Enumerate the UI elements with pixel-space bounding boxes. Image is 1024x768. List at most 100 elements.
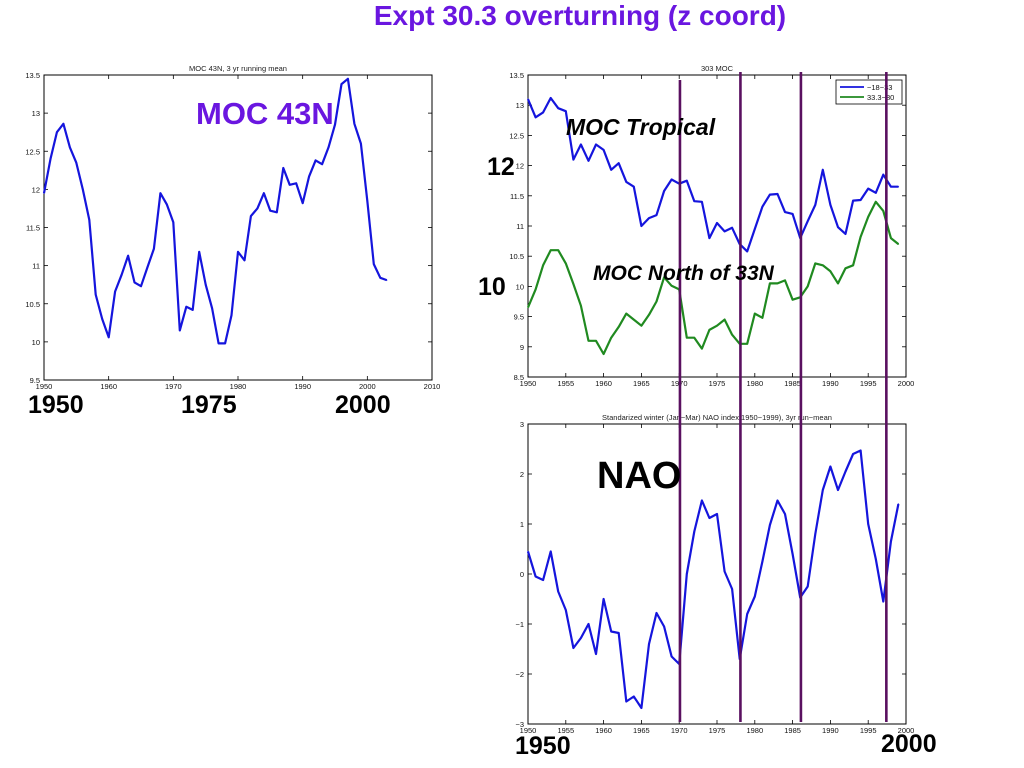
moc303-data-point [603, 149, 605, 151]
nao-data-point [716, 513, 718, 515]
moc303-data-point [587, 160, 590, 162]
moc303-data-point [852, 200, 854, 202]
moc303-ytick-label: 9.5 [514, 313, 524, 322]
moc303-data-point [633, 186, 635, 188]
moc303-xtick-label: 1980 [746, 379, 763, 388]
nao-axes-frame [527, 423, 907, 725]
moc43n-data-point [108, 336, 110, 338]
moc303-data-point [610, 337, 612, 339]
moc43n-data-point [69, 146, 71, 149]
moc303-data-point [693, 200, 695, 202]
moc303-data-point [618, 326, 620, 328]
moc43n-data-point [88, 219, 90, 221]
moc303-data-point [890, 237, 892, 239]
moc43n-data-point [95, 294, 97, 296]
moc43n-series-line-1 [42, 77, 388, 345]
moc43n-data-point [379, 277, 381, 279]
moc303-data-point [897, 186, 900, 188]
moc303-data-point [527, 306, 529, 309]
moc43n-data-point [166, 204, 168, 206]
moc43n-data-point [133, 281, 136, 283]
moc303-ytick-label: 13.5 [509, 71, 524, 80]
moc303-chart: 303 MOC195019551960196519701975198019851… [509, 64, 914, 388]
moc303-data-point [844, 233, 847, 235]
nao-data-point [867, 523, 869, 525]
nao-data-point [814, 533, 816, 535]
moc303-data-point [882, 174, 884, 176]
moc43n-data-point [327, 146, 330, 149]
nao-data-point [693, 530, 695, 533]
moc43n-xtick-label: 1980 [230, 382, 247, 391]
moc303-ytick-label: 11 [516, 222, 524, 231]
moc303-data-point [754, 228, 756, 230]
moc303-data-point [663, 276, 665, 278]
moc303-data-point [686, 180, 688, 182]
moc303-data-point [716, 222, 718, 224]
moc303-data-point [693, 337, 695, 339]
moc303-data-point [550, 97, 552, 99]
moc43n-data-point [308, 175, 310, 178]
moc303-data-point [822, 264, 824, 266]
nao-data-point [754, 595, 756, 598]
moc43n-data-point [43, 192, 45, 194]
nao-data-point [640, 707, 643, 709]
nao-data-point [807, 585, 809, 588]
moc303-data-point [769, 282, 771, 284]
moc303-data-point [814, 204, 816, 206]
moc43n-data-point [315, 159, 317, 161]
moc43n-data-point [172, 221, 174, 223]
moc303-ytick-label: 12 [516, 162, 524, 171]
nao-data-point [550, 550, 552, 553]
moc303-data-point [746, 250, 748, 252]
moc43n-data-point [263, 192, 265, 194]
nao-data-point [580, 637, 582, 639]
nao-ytick-label: 3 [520, 420, 524, 429]
nao-data-point [761, 560, 763, 563]
nao-data-point [648, 643, 650, 645]
moc303-ytick-label: 12.5 [509, 131, 524, 140]
moc303-data-point [723, 319, 726, 321]
nao-data-point [731, 588, 733, 590]
moc43n-data-point [289, 184, 291, 186]
moc303-data-point [860, 236, 862, 238]
nao-data-point [746, 613, 748, 615]
moc303-data-point [829, 270, 832, 272]
nao-data-point [587, 623, 590, 625]
moc43n-data-point [360, 143, 362, 145]
value-10-annotation: 10 [478, 273, 506, 301]
moc303-data-point [663, 190, 665, 192]
nao-data-point [534, 575, 537, 578]
moc303-xtick-label: 1965 [633, 379, 650, 388]
moc303-data-point [852, 264, 854, 266]
moc303-xtick-label: 1960 [595, 379, 612, 388]
nao-xtick-label: 1950 [520, 726, 537, 735]
moc303-data-point [731, 227, 733, 229]
nao-data-point [723, 570, 726, 573]
moc303-data-point [769, 193, 771, 196]
moc43n-data-point [250, 215, 252, 217]
moc303-data-point [829, 204, 832, 206]
moc43n-ytick-label: 10 [32, 338, 40, 347]
moc303-data-point [807, 220, 809, 222]
nao-data-point [671, 655, 673, 658]
moc43n-chart-title: MOC 43N, 3 yr running mean [189, 64, 287, 73]
moc43n-ytick-label: 10.5 [25, 300, 40, 309]
moc43n-xtick-label: 1950 [36, 382, 53, 391]
nao-data-point [897, 503, 900, 505]
moc303-data-point [716, 325, 718, 327]
moc303-data-point [792, 299, 794, 301]
nao-series-line-1 [526, 449, 900, 710]
nao-data-point [527, 550, 529, 553]
moc303-legend-box [835, 79, 903, 105]
moc303-data-point [875, 201, 877, 203]
moc43n-xtick-label: 1990 [294, 382, 311, 391]
moc303-data-point [708, 329, 711, 331]
moc303-data-point [671, 178, 673, 181]
nao-data-point [890, 540, 892, 543]
moc303-xtick-label: 1955 [557, 379, 574, 388]
moc43n-ytick-label: 12 [32, 185, 40, 194]
moc43n-data-point [353, 123, 355, 125]
moc303-data-point [633, 319, 635, 321]
